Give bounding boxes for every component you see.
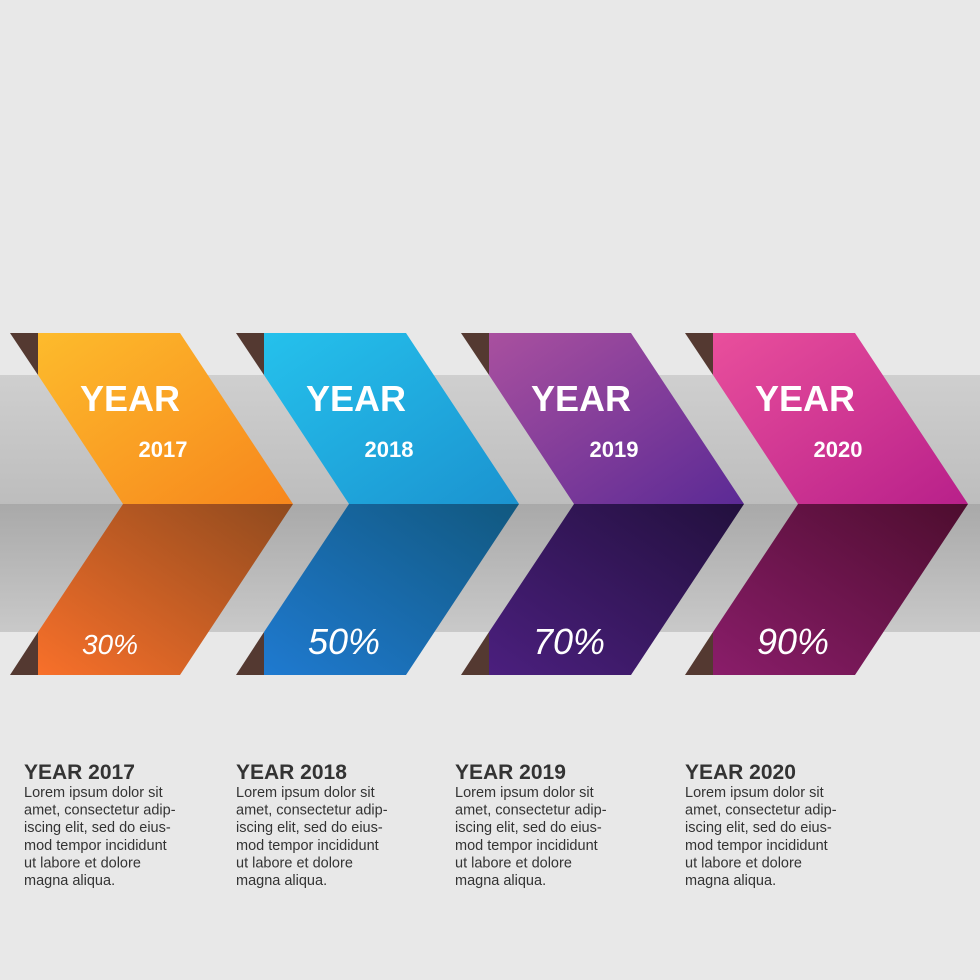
step-title: YEAR 2018: [236, 761, 347, 784]
step-body-line: amet, consectetur adip-: [685, 803, 837, 819]
step-year: 2020: [814, 437, 863, 462]
fold: [685, 333, 713, 375]
chevron-bottom: [264, 504, 519, 675]
step-body-line: ut labore et dolore: [685, 855, 802, 871]
chevron-bottom: [489, 504, 744, 675]
step-year: 2017: [139, 437, 188, 462]
fold: [10, 632, 38, 675]
step-body-line: magna aliqua.: [685, 873, 776, 889]
step-body-line: mod tempor incididunt: [455, 838, 598, 854]
fold: [236, 333, 264, 375]
chevron-bottom: [38, 504, 293, 675]
step-body-line: amet, consectetur adip-: [455, 803, 607, 819]
step-year: 2018: [365, 437, 414, 462]
fold: [461, 333, 489, 375]
step-title: YEAR 2020: [685, 761, 796, 784]
step-body-line: Lorem ipsum dolor sit: [455, 785, 594, 801]
step-body-line: Lorem ipsum dolor sit: [236, 785, 375, 801]
fold: [236, 632, 264, 675]
step-label: YEAR: [531, 378, 631, 419]
step-percent: 90%: [757, 621, 829, 662]
step-title: YEAR 2019: [455, 761, 566, 784]
step-title: YEAR 2017: [24, 761, 135, 784]
step-year: 2019: [590, 437, 639, 462]
step-body-line: mod tempor incididunt: [236, 838, 379, 854]
fold: [10, 333, 38, 375]
step-body-line: iscing elit, sed do eius-: [24, 820, 171, 836]
fold: [685, 632, 713, 675]
step-body-line: mod tempor incididunt: [24, 838, 167, 854]
chevron-top: [38, 333, 293, 504]
chevron-top: [713, 333, 968, 504]
chevron-top: [264, 333, 519, 504]
step-body-line: iscing elit, sed do eius-: [685, 820, 832, 836]
step-body-line: ut labore et dolore: [236, 855, 353, 871]
step-label: YEAR: [80, 378, 180, 419]
step-body-line: iscing elit, sed do eius-: [236, 820, 383, 836]
step-body-line: mod tempor incididunt: [685, 838, 828, 854]
step-body-line: magna aliqua.: [236, 873, 327, 889]
step-percent: 50%: [308, 621, 380, 662]
step-body-line: iscing elit, sed do eius-: [455, 820, 602, 836]
step-percent: 30%: [82, 629, 138, 660]
step-body-line: ut labore et dolore: [455, 855, 572, 871]
step-body-line: amet, consectetur adip-: [24, 803, 176, 819]
step-body-line: Lorem ipsum dolor sit: [24, 785, 163, 801]
chevron-top: [489, 333, 744, 504]
step-label: YEAR: [755, 378, 855, 419]
step-body-line: magna aliqua.: [455, 873, 546, 889]
step-body-line: amet, consectetur adip-: [236, 803, 388, 819]
step-percent: 70%: [533, 621, 605, 662]
step-body-line: magna aliqua.: [24, 873, 115, 889]
step-label: YEAR: [306, 378, 406, 419]
chevron-bottom: [713, 504, 968, 675]
fold: [461, 632, 489, 675]
step-body-line: Lorem ipsum dolor sit: [685, 785, 824, 801]
step-body-line: ut labore et dolore: [24, 855, 141, 871]
